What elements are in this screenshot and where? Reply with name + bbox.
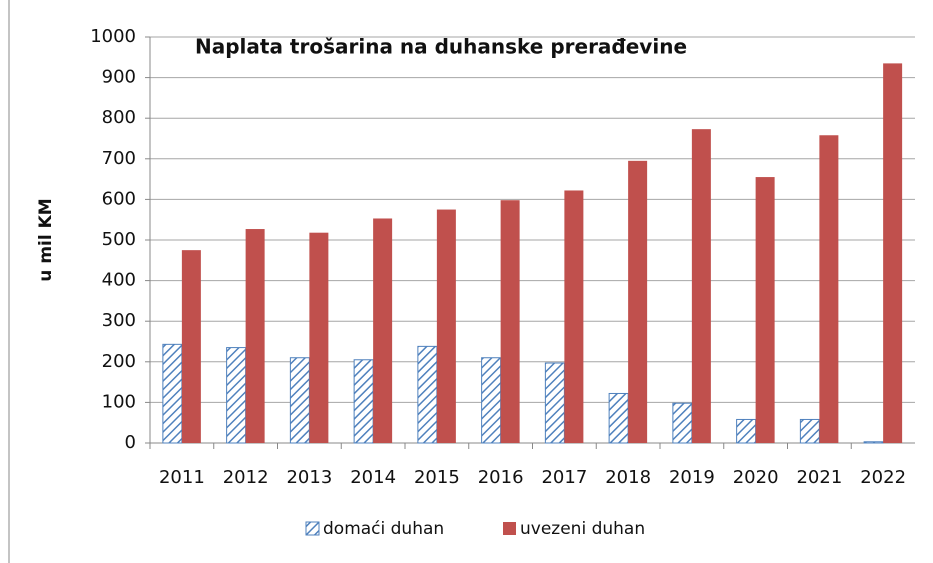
y-tick-label: 1000 bbox=[90, 26, 136, 47]
x-tick-label: 2020 bbox=[733, 467, 779, 488]
x-tick-label: 2013 bbox=[286, 467, 332, 488]
bar bbox=[353, 359, 374, 444]
bar bbox=[863, 441, 884, 444]
x-tick-label: 2018 bbox=[605, 467, 651, 488]
bar bbox=[436, 209, 456, 443]
y-axis-label: u mil KM bbox=[36, 198, 56, 281]
legend-swatch bbox=[305, 521, 320, 536]
bar bbox=[417, 345, 438, 444]
y-tick-label: 400 bbox=[102, 270, 136, 291]
bar bbox=[226, 347, 247, 444]
x-tick-label: 2017 bbox=[541, 467, 587, 488]
bar bbox=[608, 392, 629, 444]
bar bbox=[819, 135, 839, 443]
bar bbox=[481, 357, 502, 444]
bar bbox=[691, 129, 711, 444]
bar bbox=[564, 190, 584, 443]
y-tick-label: 600 bbox=[102, 188, 136, 209]
x-tick-label: 2015 bbox=[414, 467, 460, 488]
bar bbox=[799, 418, 820, 444]
x-tick-label: 2014 bbox=[350, 467, 396, 488]
bar bbox=[309, 232, 329, 443]
bar bbox=[162, 343, 183, 444]
bar bbox=[544, 362, 565, 444]
x-tick-label: 2012 bbox=[223, 467, 269, 488]
legend-label: uvezeni duhan bbox=[520, 519, 645, 539]
x-tick-label: 2021 bbox=[796, 467, 842, 488]
x-tick-label: 2022 bbox=[860, 467, 906, 488]
y-tick-label: 300 bbox=[102, 310, 136, 331]
bar bbox=[289, 357, 310, 444]
bar bbox=[373, 218, 393, 443]
legend-swatch bbox=[503, 522, 516, 535]
y-tick-label: 500 bbox=[102, 229, 136, 250]
bar bbox=[500, 200, 520, 443]
bar bbox=[883, 63, 903, 443]
x-tick-label: 2016 bbox=[478, 467, 524, 488]
bar bbox=[672, 402, 693, 444]
x-tick-label: 2011 bbox=[159, 467, 205, 488]
x-tick-label: 2019 bbox=[669, 467, 715, 488]
y-tick-label: 0 bbox=[125, 432, 136, 453]
bar bbox=[736, 418, 757, 444]
y-tick-label: 700 bbox=[102, 148, 136, 169]
bar bbox=[245, 229, 265, 443]
y-tick-label: 200 bbox=[102, 351, 136, 372]
bar bbox=[755, 177, 775, 443]
chart-title: Naplata trošarina na duhanske prerađevin… bbox=[195, 35, 687, 59]
bar bbox=[628, 160, 648, 443]
y-tick-label: 100 bbox=[102, 391, 136, 412]
y-tick-label: 800 bbox=[102, 107, 136, 128]
bar bbox=[181, 250, 201, 443]
legend-label: domaći duhan bbox=[323, 519, 444, 539]
y-tick-label: 900 bbox=[102, 67, 136, 88]
